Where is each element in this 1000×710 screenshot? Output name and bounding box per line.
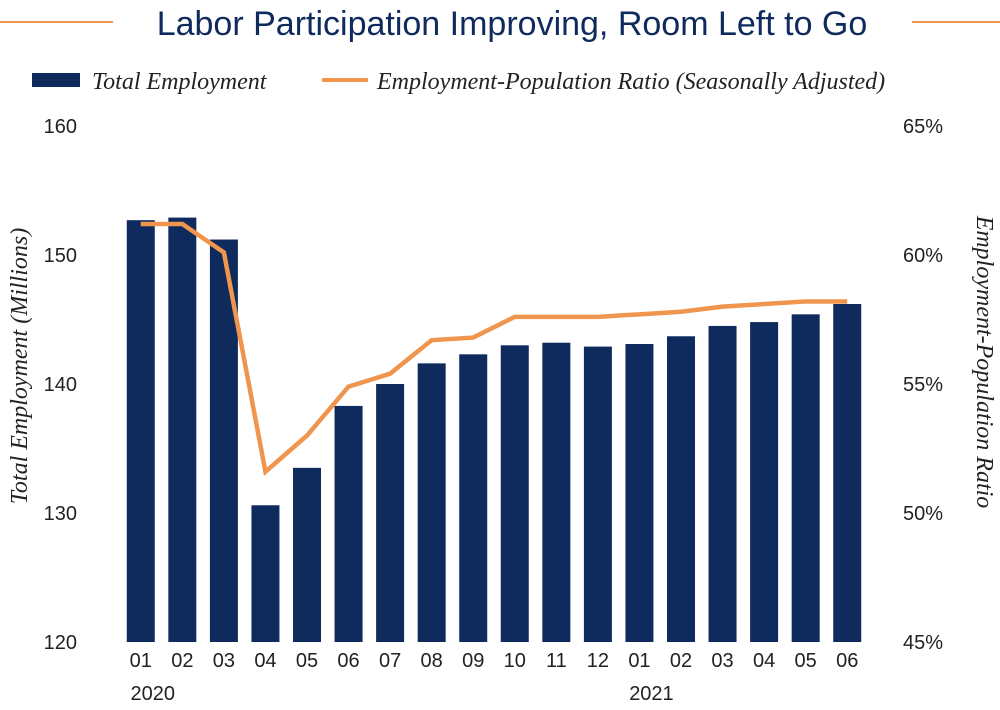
x-tick-label: 01 [130, 650, 152, 672]
y-left-axis-title: Total Employment (Millions) [7, 228, 33, 504]
x-tick-label: 12 [587, 650, 609, 672]
x-tick-label: 07 [379, 650, 401, 672]
bar [708, 325, 737, 642]
bar [500, 345, 529, 642]
bar [667, 336, 695, 642]
x-tick-label: 04 [254, 650, 276, 672]
bar [293, 467, 321, 642]
bar [542, 342, 571, 642]
bar [126, 220, 155, 643]
y-right-axis-title: Employment-Population Ratio [971, 215, 997, 509]
y-right-tick-labels: 45% 50% 55% 60% 65% [903, 116, 943, 654]
bar [833, 304, 862, 642]
x-tick-label: 05 [795, 650, 817, 672]
bar [417, 363, 446, 642]
employment-bars [126, 217, 862, 643]
bar [376, 384, 405, 642]
x-tick-label: 09 [462, 650, 484, 672]
bar [334, 405, 363, 642]
x-tick-label: 08 [421, 650, 443, 672]
epop-line-path [140, 221, 848, 476]
x-tick-label: 10 [504, 650, 526, 672]
y-right-tick-label: 50% [903, 503, 943, 525]
legend: Total Employment Employment-Population R… [32, 69, 885, 95]
y-left-tick-label: 130 [44, 503, 77, 525]
year-label: 2020 [131, 683, 176, 705]
y-left-tick-labels: 120 130 140 150 160 [44, 116, 77, 654]
x-tick-label: 11 [546, 650, 567, 672]
legend-bar-swatch [32, 73, 80, 87]
y-left-tick-label: 160 [44, 116, 77, 138]
legend-label-epop-ratio: Employment-Population Ratio (Seasonally … [376, 69, 885, 95]
x-tick-label: 03 [711, 650, 733, 672]
bar [750, 322, 779, 642]
y-right-tick-label: 55% [903, 374, 943, 396]
x-tick-label: 02 [670, 650, 692, 672]
x-tick-labels: 01 02 03 04 05 06 07 08 09 10 11 12 01 02 03 04 05 06 [130, 650, 859, 672]
x-tick-label: 01 [628, 650, 650, 672]
chart-title: Labor Participation Improving, Room Left… [157, 5, 868, 43]
bar [791, 314, 820, 642]
bar [168, 217, 197, 642]
x-year-labels: 2020 2021 [131, 683, 674, 705]
x-tick-label: 03 [213, 650, 235, 672]
x-tick-label: 05 [296, 650, 318, 672]
bar [625, 344, 654, 642]
x-tick-label: 02 [171, 650, 193, 672]
bar [459, 354, 488, 642]
year-label: 2021 [629, 683, 674, 705]
epop-ratio-line [140, 221, 848, 476]
y-right-tick-label: 45% [903, 632, 943, 654]
y-right-tick-label: 65% [903, 116, 943, 138]
y-left-tick-label: 150 [44, 245, 77, 267]
legend-label-total-employment: Total Employment [92, 69, 268, 95]
bar [583, 346, 612, 642]
x-tick-label: 06 [836, 650, 858, 672]
x-tick-label: 04 [753, 650, 775, 672]
y-left-tick-label: 140 [44, 374, 77, 396]
y-right-tick-label: 60% [903, 245, 943, 267]
y-left-tick-label: 120 [44, 632, 77, 654]
x-tick-label: 06 [337, 650, 359, 672]
bar [251, 505, 280, 642]
